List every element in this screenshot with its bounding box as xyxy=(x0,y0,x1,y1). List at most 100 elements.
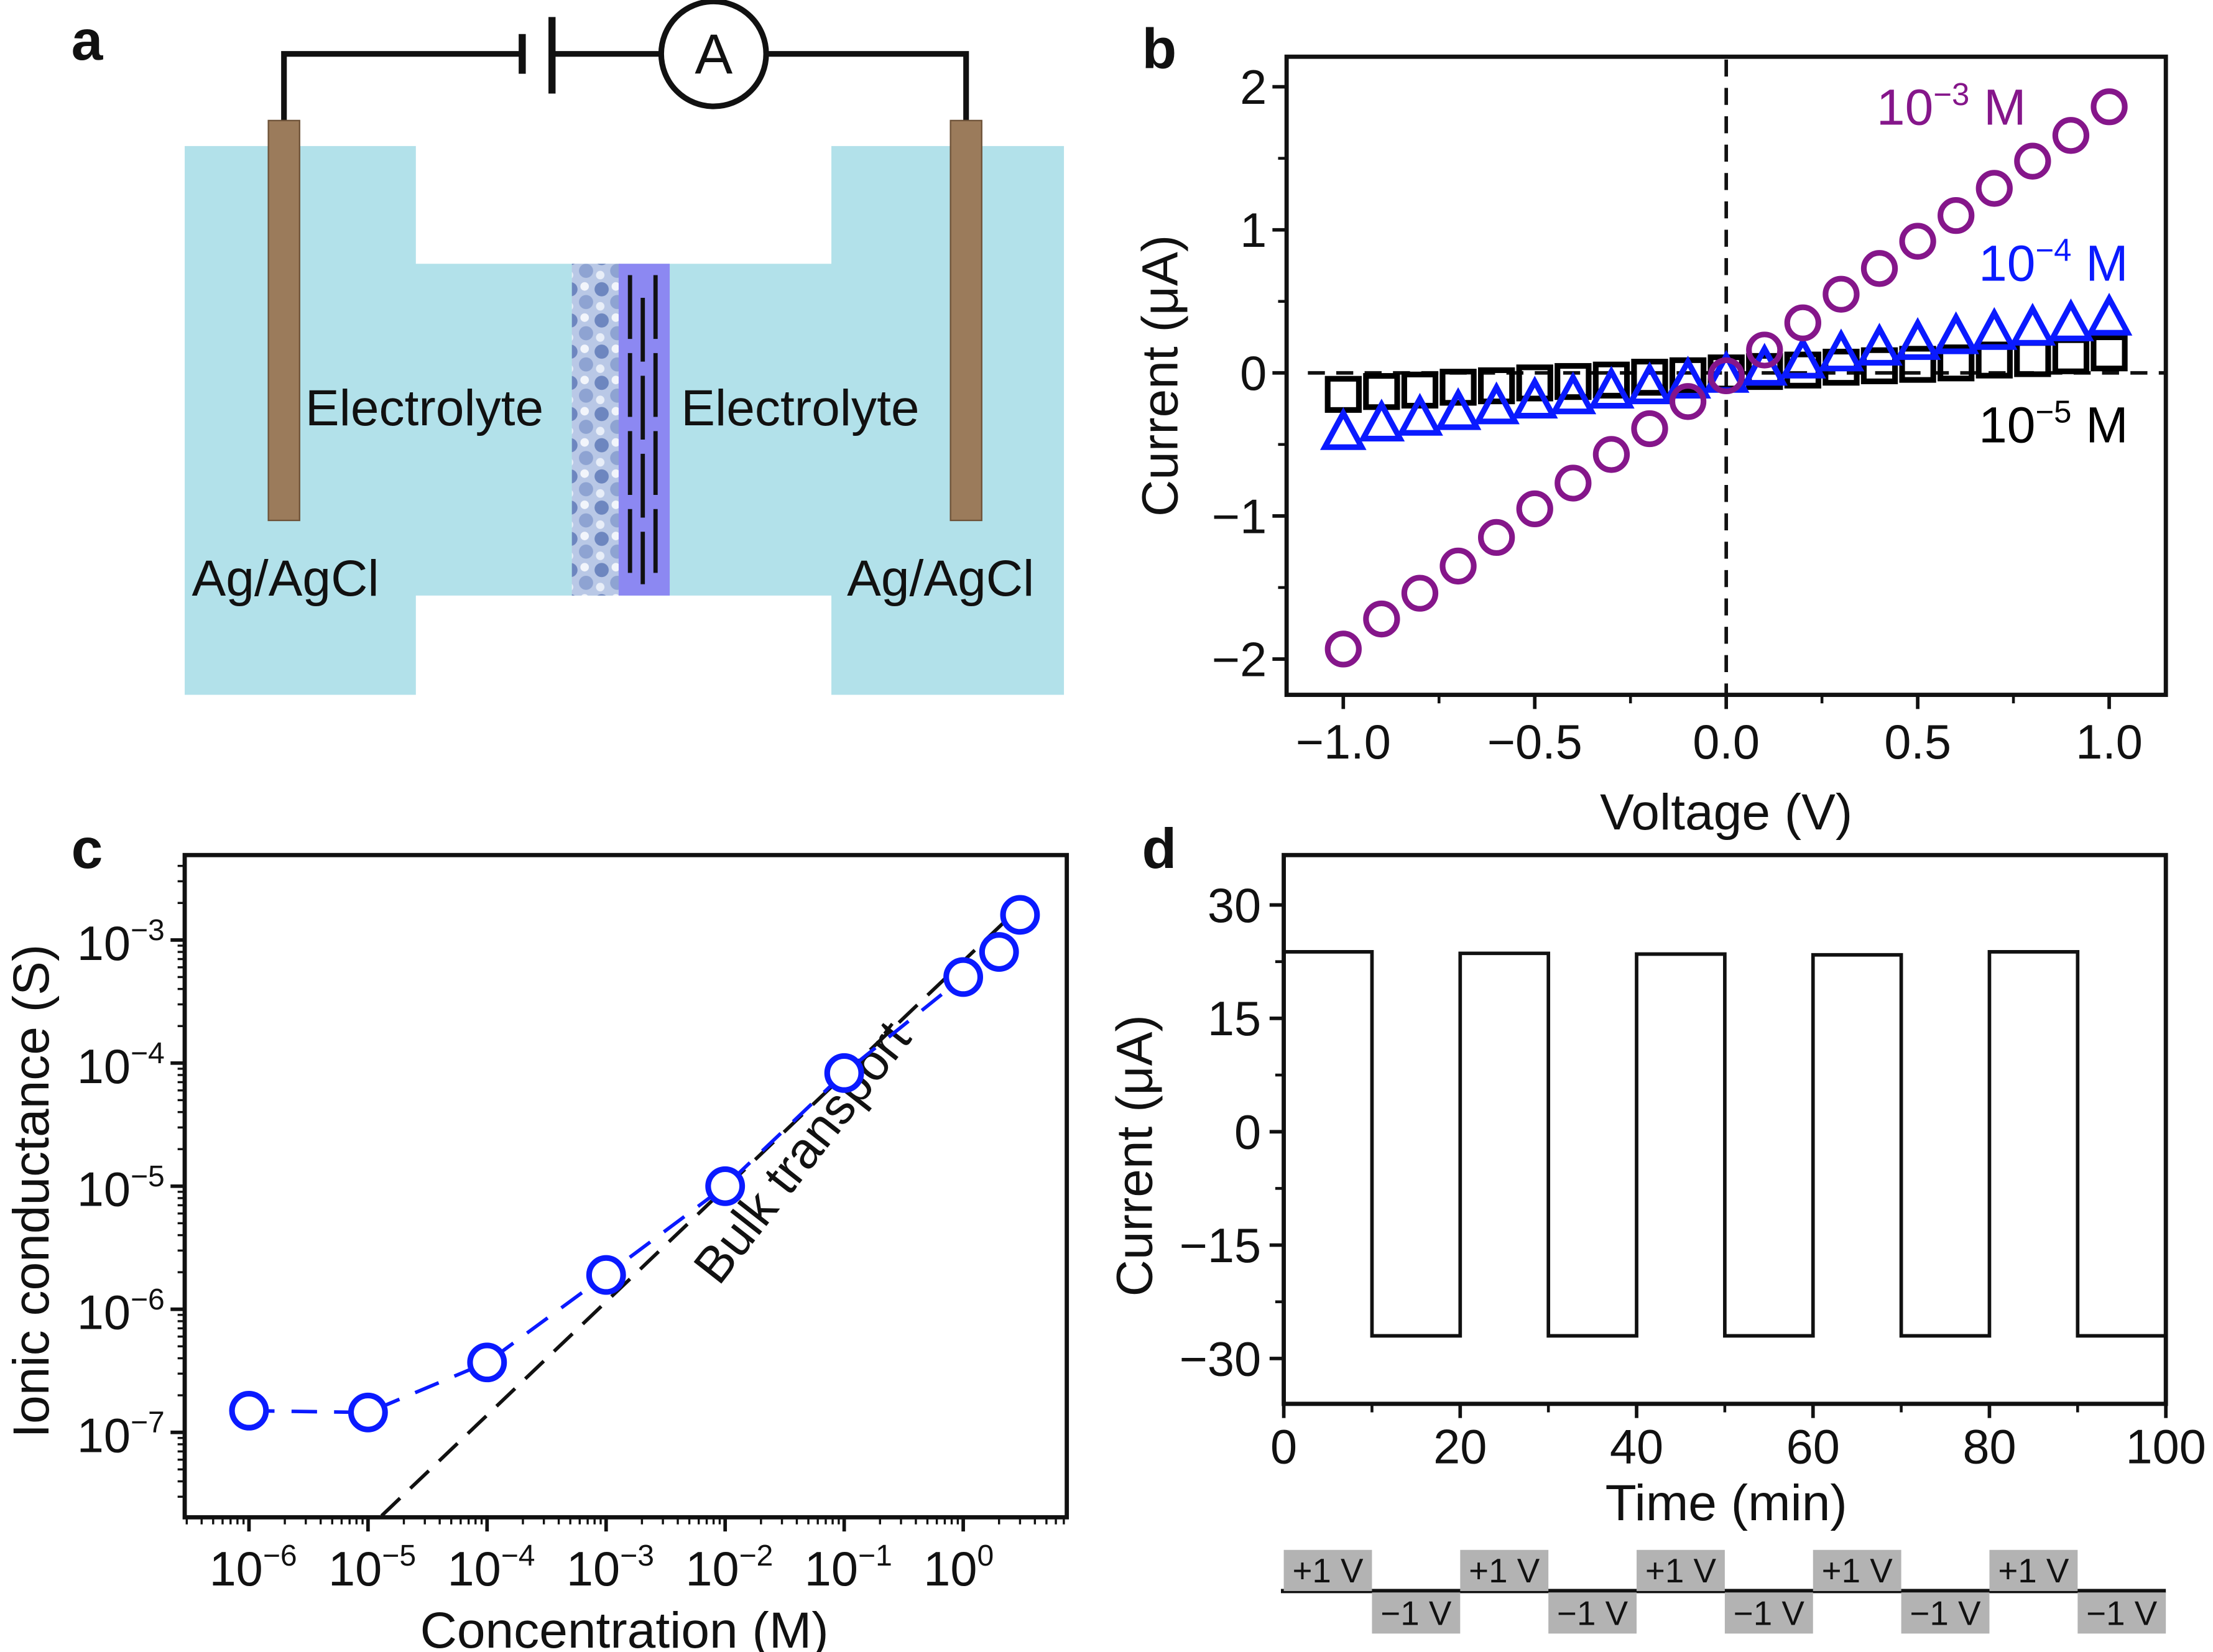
x-tick-label: 100 xyxy=(923,1539,994,1596)
y-tick-label: 10−3 xyxy=(77,913,165,971)
voltage-step-label: −1 V xyxy=(1557,1594,1629,1633)
voltage-step-label: −1 V xyxy=(1734,1594,1805,1633)
y-tick-label: −30 xyxy=(1180,1332,1262,1386)
data-point-triangle xyxy=(1473,381,1520,425)
y-tick-label: 1 xyxy=(1240,204,1267,257)
x-tick-label-exp: 0 xyxy=(977,1539,994,1572)
circuit-wire xyxy=(281,51,969,125)
y-tick-label: 10−6 xyxy=(77,1283,165,1340)
data-point-square xyxy=(2052,337,2090,374)
data-point-circle xyxy=(824,1053,864,1093)
voltage-step-box xyxy=(1637,1549,1725,1591)
x-tick-label-exp: −4 xyxy=(501,1539,535,1572)
data-point-circle xyxy=(1707,357,1745,395)
voltage-step-label: +1 V xyxy=(1998,1551,2069,1590)
data-point-circle xyxy=(1899,223,1936,260)
data-point-circle xyxy=(1938,197,1975,234)
x-tick-label: 40 xyxy=(1610,1421,1663,1474)
y-tick-label: −2 xyxy=(1212,633,1267,686)
data-point-square xyxy=(1477,367,1515,405)
voltage-step-label: +1 V xyxy=(1822,1551,1893,1590)
series-label-base: 10 xyxy=(1979,236,2035,292)
data-point-triangle xyxy=(2009,302,2056,346)
data-point-triangle xyxy=(1818,328,1865,372)
x-tick-label: −0.5 xyxy=(1487,716,1582,769)
data-point-triangle xyxy=(1970,307,2018,350)
x-tick-label-exp: −2 xyxy=(739,1539,774,1572)
measured-line xyxy=(249,914,1022,1414)
chart-b-iv-curves: b Voltage (V) Current (μA) −1.0 −0.5 0.0 0.… xyxy=(1132,17,2168,841)
chart-c-conductance: c Concentration (M) Ionic conductance (S… xyxy=(3,817,1070,1652)
y-tick-label-exp: −5 xyxy=(131,1160,165,1193)
y-tick-label-base: 10 xyxy=(77,1040,131,1094)
data-point-circle xyxy=(705,1166,746,1206)
battery-icon xyxy=(519,17,556,94)
data-point-circle xyxy=(1746,331,1783,369)
data-point-triangle xyxy=(2048,298,2094,341)
x-tick-label: 10−2 xyxy=(685,1539,773,1596)
y-tick-label: 2 xyxy=(1240,61,1267,114)
panel-label-a: a xyxy=(72,9,104,72)
data-point-square xyxy=(1592,361,1630,399)
membrane-porous-layer xyxy=(571,264,621,596)
x-tick-label: 10−6 xyxy=(210,1539,297,1596)
x-tick-label-exp: −1 xyxy=(858,1539,892,1572)
data-point-square xyxy=(1516,364,1553,402)
data-point-square xyxy=(2014,340,2051,377)
bulk-transport-annotation: Bulk transport xyxy=(683,1011,922,1294)
electrolyte-right-label: Electrolyte xyxy=(681,380,919,436)
data-point-triangle xyxy=(1894,316,1941,360)
chart-c-xlabel: Concentration (M) xyxy=(420,1602,829,1652)
voltage-step-label: −1 V xyxy=(1380,1594,1452,1633)
voltage-step-box xyxy=(1989,1549,2078,1591)
electrode-left-label: Ag/AgCl xyxy=(192,550,379,607)
data-point-square xyxy=(2091,334,2128,372)
data-point-circle xyxy=(1000,895,1040,935)
data-point-circle xyxy=(1324,630,1362,668)
data-point-circle xyxy=(1784,304,1821,341)
data-point-circle xyxy=(1555,464,1592,502)
x-tick-label-base: 10 xyxy=(328,1543,382,1596)
x-tick-label-base: 10 xyxy=(566,1543,620,1596)
data-point-triangle xyxy=(1665,356,1711,399)
y-tick-label-base: 10 xyxy=(77,1286,131,1340)
ammeter-icon: A xyxy=(658,0,769,109)
data-point-circle xyxy=(943,957,984,997)
series-label-unit: M xyxy=(1969,80,2026,136)
y-tick-label: 0 xyxy=(1240,347,1267,400)
x-tick-label: 20 xyxy=(1433,1421,1487,1474)
data-point-circle xyxy=(1516,490,1553,528)
voltage-step-box xyxy=(2077,1592,2166,1634)
data-point-circle xyxy=(1477,519,1515,556)
x-tick-label: 80 xyxy=(1962,1421,2016,1474)
x-tick-label: 10−1 xyxy=(805,1539,892,1596)
electrode-left xyxy=(267,119,300,522)
electrolyte-left-label: Electrolyte xyxy=(305,380,543,436)
data-point-square xyxy=(1938,344,1975,382)
series-label-base: 10 xyxy=(1979,397,2035,454)
data-point-circle xyxy=(1401,575,1439,612)
data-point-circle xyxy=(2052,117,2090,154)
y-tick-label-exp: −7 xyxy=(131,1406,165,1439)
x-tick-label-exp: −3 xyxy=(620,1539,654,1572)
data-point-triangle xyxy=(1319,407,1367,450)
series-label-exp: −3 xyxy=(1933,76,1969,112)
voltage-step-label: +1 V xyxy=(1292,1551,1364,1590)
data-point-circle xyxy=(1860,250,1898,287)
x-tick-label-base: 10 xyxy=(447,1543,501,1596)
data-point-triangle xyxy=(1550,371,1597,415)
x-tick-label-base: 10 xyxy=(923,1543,977,1596)
bulk-transport-line xyxy=(380,918,1008,1517)
data-point-circle xyxy=(1439,547,1477,585)
voltage-step-label: −1 V xyxy=(1910,1594,1981,1633)
voltage-step-box xyxy=(1901,1592,1990,1634)
y-tick-label: 10−5 xyxy=(77,1160,165,1217)
y-tick-label: 10−4 xyxy=(77,1036,165,1094)
electrode-right xyxy=(949,119,982,522)
data-point-square xyxy=(1401,371,1439,409)
data-point-circle xyxy=(1669,383,1707,420)
chart-d-switching: d Time (min) Current (μA) 0 20 40 60 80 100 −3… xyxy=(1106,817,2206,1634)
voltage-step-label: +1 V xyxy=(1645,1551,1717,1590)
plot-frame xyxy=(182,852,1070,1520)
ammeter-label: A xyxy=(695,23,732,86)
